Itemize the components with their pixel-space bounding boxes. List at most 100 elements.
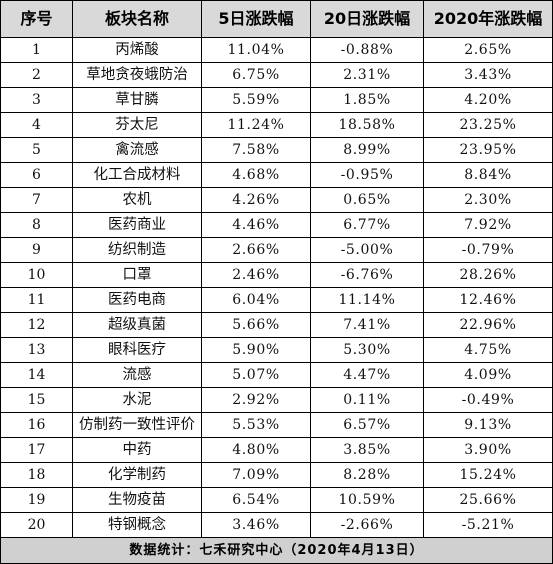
change-20day: -0.88% [310, 37, 424, 63]
change-2020: 28.26% [423, 262, 553, 288]
change-20day: 1.85% [310, 87, 424, 113]
change-5day: 3.46% [201, 512, 311, 538]
sector-name: 丙烯酸 [72, 37, 202, 63]
change-20day: 10.59% [310, 487, 424, 513]
change-2020: 23.25% [423, 112, 553, 138]
change-2020: 9.13% [423, 412, 553, 438]
table-row: 12 超级真菌 5.66% 7.41% 22.96% [0, 312, 553, 338]
row-index: 20 [0, 512, 73, 538]
table-row: 9 纺织制造 2.66% -5.00% -0.79% [0, 237, 553, 263]
sector-name: 医药电商 [72, 287, 202, 313]
table-header: 序号 板块名称 5日涨跌幅 20日涨跌幅 2020年涨跌幅 [0, 0, 553, 38]
row-index: 6 [0, 162, 73, 188]
change-20day: 3.85% [310, 437, 424, 463]
table-row: 18 化学制药 7.09% 8.28% 15.24% [0, 462, 553, 488]
change-2020: 3.43% [423, 62, 553, 88]
table-row: 7 农机 4.26% 0.65% 2.30% [0, 187, 553, 213]
row-index: 19 [0, 487, 73, 513]
sector-name: 化工合成材料 [72, 162, 202, 188]
sector-name: 草甘膦 [72, 87, 202, 113]
change-2020: 23.95% [423, 137, 553, 163]
table-row: 20 特钢概念 3.46% -2.66% -5.21% [0, 512, 553, 538]
table-row: 15 水泥 2.92% 0.11% -0.49% [0, 387, 553, 413]
change-2020: 4.20% [423, 87, 553, 113]
change-5day: 2.46% [201, 262, 311, 288]
change-20day: 4.47% [310, 362, 424, 388]
header-20day-change: 20日涨跌幅 [310, 0, 424, 38]
table-row: 19 生物疫苗 6.54% 10.59% 25.66% [0, 487, 553, 513]
row-index: 1 [0, 37, 73, 63]
table-row: 8 医药商业 4.46% 6.77% 7.92% [0, 212, 553, 238]
change-5day: 5.53% [201, 412, 311, 438]
change-5day: 7.58% [201, 137, 311, 163]
footer-row: 数据统计：七禾研究中心（2020年4月13日） [0, 537, 553, 564]
row-index: 10 [0, 262, 73, 288]
change-5day: 6.04% [201, 287, 311, 313]
row-index: 18 [0, 462, 73, 488]
table-row: 4 芬太尼 11.24% 18.58% 23.25% [0, 112, 553, 138]
change-5day: 4.26% [201, 187, 311, 213]
change-20day: 18.58% [310, 112, 424, 138]
change-2020: 15.24% [423, 462, 553, 488]
change-20day: -5.00% [310, 237, 424, 263]
sector-name: 生物疫苗 [72, 487, 202, 513]
row-index: 9 [0, 237, 73, 263]
sector-name: 口罩 [72, 262, 202, 288]
sector-name: 医药商业 [72, 212, 202, 238]
header-2020-change: 2020年涨跌幅 [423, 0, 553, 38]
change-20day: 2.31% [310, 62, 424, 88]
change-5day: 6.54% [201, 487, 311, 513]
sector-name: 眼科医疗 [72, 337, 202, 363]
table-row: 11 医药电商 6.04% 11.14% 12.46% [0, 287, 553, 313]
row-index: 7 [0, 187, 73, 213]
table-row: 2 草地贪夜蛾防治 6.75% 2.31% 3.43% [0, 62, 553, 88]
change-2020: 4.75% [423, 337, 553, 363]
change-5day: 4.68% [201, 162, 311, 188]
change-5day: 11.24% [201, 112, 311, 138]
table-row: 5 禽流感 7.58% 8.99% 23.95% [0, 137, 553, 163]
change-5day: 2.92% [201, 387, 311, 413]
change-20day: -6.76% [310, 262, 424, 288]
sector-name: 超级真菌 [72, 312, 202, 338]
change-2020: 8.84% [423, 162, 553, 188]
table-row: 3 草甘膦 5.59% 1.85% 4.20% [0, 87, 553, 113]
change-2020: 7.92% [423, 212, 553, 238]
sector-name: 特钢概念 [72, 512, 202, 538]
table-row: 17 中药 4.80% 3.85% 3.90% [0, 437, 553, 463]
change-20day: 0.11% [310, 387, 424, 413]
row-index: 3 [0, 87, 73, 113]
change-2020: 4.09% [423, 362, 553, 388]
row-index: 8 [0, 212, 73, 238]
change-5day: 5.07% [201, 362, 311, 388]
row-index: 12 [0, 312, 73, 338]
row-index: 4 [0, 112, 73, 138]
sector-name: 芬太尼 [72, 112, 202, 138]
row-index: 16 [0, 412, 73, 438]
header-index: 序号 [0, 0, 73, 38]
change-20day: 0.65% [310, 187, 424, 213]
change-5day: 5.59% [201, 87, 311, 113]
change-20day: 7.41% [310, 312, 424, 338]
change-20day: 8.99% [310, 137, 424, 163]
row-index: 5 [0, 137, 73, 163]
sector-name: 仿制药一致性评价 [72, 412, 202, 438]
change-5day: 7.09% [201, 462, 311, 488]
change-5day: 11.04% [201, 37, 311, 63]
change-5day: 6.75% [201, 62, 311, 88]
change-5day: 4.80% [201, 437, 311, 463]
change-20day: 11.14% [310, 287, 424, 313]
header-sector-name: 板块名称 [72, 0, 202, 38]
row-index: 17 [0, 437, 73, 463]
sector-name: 草地贪夜蛾防治 [72, 62, 202, 88]
table-body: 1 丙烯酸 11.04% -0.88% 2.65% 2 草地贪夜蛾防治 6.75% 2.31% 3… [0, 37, 553, 538]
change-20day: -2.66% [310, 512, 424, 538]
change-2020: 22.96% [423, 312, 553, 338]
table-row: 10 口罩 2.46% -6.76% 28.26% [0, 262, 553, 288]
sector-name: 纺织制造 [72, 237, 202, 263]
change-2020: 25.66% [423, 487, 553, 513]
sector-name: 流感 [72, 362, 202, 388]
change-5day: 4.46% [201, 212, 311, 238]
row-index: 14 [0, 362, 73, 388]
row-index: 13 [0, 337, 73, 363]
change-20day: 6.57% [310, 412, 424, 438]
